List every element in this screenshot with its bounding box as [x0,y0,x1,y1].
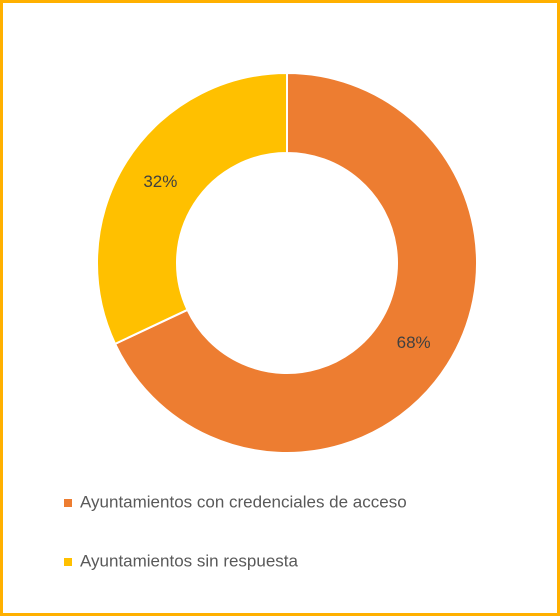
legend-label: Ayuntamientos sin respuesta [80,551,299,570]
donut-slice [96,71,288,346]
legend-label: Ayuntamientos con credenciales de acceso [80,492,407,511]
data-label: 32% [143,172,177,191]
legend-swatch [64,499,72,507]
legend: Ayuntamientos con credenciales de acceso… [64,492,407,570]
donut-slice [113,71,478,454]
legend-swatch [64,558,72,566]
data-label: 68% [397,333,431,352]
